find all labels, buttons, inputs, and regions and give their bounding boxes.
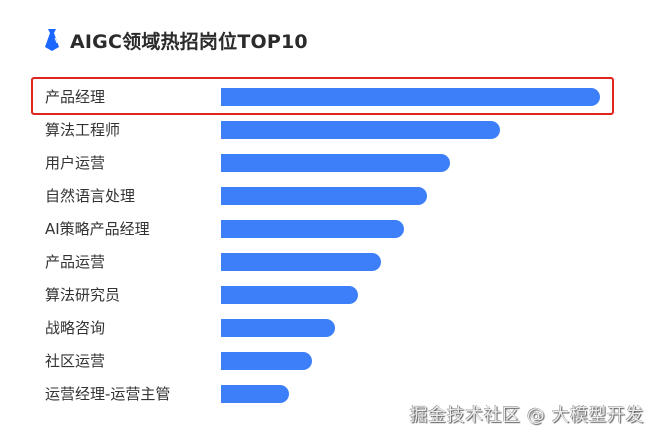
- chart-row: 自然语言处理: [0, 180, 658, 213]
- chart-row: 算法工程师: [0, 114, 658, 147]
- tie-icon: [45, 29, 59, 51]
- chart-title-text: AIGC领域热招岗位TOP10: [70, 30, 308, 53]
- chart-row: 战略咨询: [0, 312, 658, 345]
- bar: [221, 385, 289, 403]
- bar: [221, 319, 336, 337]
- bar: [221, 187, 428, 205]
- watermark: 掘金技术社区 @ 大模型开发: [409, 405, 644, 426]
- chart-title: AIGC领域热招岗位TOP10: [44, 24, 308, 56]
- bar: [221, 220, 405, 238]
- chart-row: AI策略产品经理: [0, 213, 658, 246]
- category-label: 产品经理: [45, 88, 106, 106]
- category-label: 产品运营: [45, 253, 106, 271]
- chart-row: 运营经理-运营主管: [0, 378, 658, 411]
- category-label: 用户运营: [45, 154, 106, 172]
- chart-row: 社区运营: [0, 345, 658, 378]
- highlight-box: [31, 77, 614, 115]
- bar: [221, 352, 312, 370]
- bar: [221, 154, 450, 172]
- category-label: 自然语言处理: [45, 187, 136, 205]
- category-label: AI策略产品经理: [45, 220, 150, 238]
- bar: [221, 88, 600, 106]
- chart-row: 产品运营: [0, 246, 658, 279]
- category-label: 算法研究员: [45, 286, 121, 304]
- chart-row: 产品经理: [0, 81, 658, 114]
- bar: [221, 286, 358, 304]
- category-label: 算法工程师: [45, 121, 121, 139]
- chart-row: 算法研究员: [0, 279, 658, 312]
- chart-row: 用户运营: [0, 147, 658, 180]
- category-label: 战略咨询: [45, 319, 106, 337]
- bar: [221, 121, 500, 139]
- category-label: 社区运营: [45, 352, 106, 370]
- category-label: 运营经理-运营主管: [45, 385, 171, 403]
- bar: [221, 253, 381, 271]
